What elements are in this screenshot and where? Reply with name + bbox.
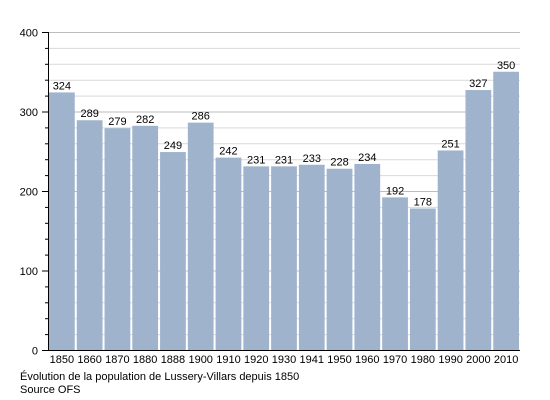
x-tick-label: 1941 bbox=[300, 354, 324, 366]
bar-1870 bbox=[104, 128, 131, 350]
bar-value-label: 327 bbox=[469, 78, 487, 90]
bar-value-label: 251 bbox=[441, 138, 459, 150]
x-tick-label: 1860 bbox=[77, 354, 101, 366]
bar-1930 bbox=[271, 166, 297, 350]
x-tick-label: 1870 bbox=[105, 354, 129, 366]
y-tick-label: 400 bbox=[20, 28, 38, 40]
y-tick-label: 300 bbox=[20, 107, 38, 119]
bar-value-label: 324 bbox=[53, 80, 71, 92]
bar-1888 bbox=[160, 152, 186, 350]
bar-value-label: 192 bbox=[386, 185, 404, 197]
x-tick-label: 1980 bbox=[411, 354, 435, 366]
x-tick-label: 1880 bbox=[133, 354, 157, 366]
bar-1941 bbox=[298, 164, 325, 350]
y-tick-label: 200 bbox=[20, 187, 38, 199]
bar-1960 bbox=[354, 163, 381, 350]
bar-value-label: 242 bbox=[219, 146, 237, 158]
x-tick-label: 1920 bbox=[244, 354, 268, 366]
bar-value-label: 279 bbox=[108, 116, 126, 128]
bar-value-label: 178 bbox=[414, 196, 432, 208]
y-tick-label: 0 bbox=[32, 346, 38, 358]
bar-value-label: 289 bbox=[80, 108, 98, 120]
bar-value-label: 282 bbox=[136, 114, 154, 126]
bar-1980 bbox=[409, 208, 436, 350]
bar-1900 bbox=[187, 122, 214, 350]
bar-1880 bbox=[132, 125, 159, 350]
bar-1920 bbox=[243, 166, 270, 350]
y-tick-label: 100 bbox=[20, 266, 38, 278]
x-tick-label: 1900 bbox=[188, 354, 212, 366]
x-tick-label: 2010 bbox=[494, 354, 518, 366]
x-tick-label: 1960 bbox=[355, 354, 379, 366]
bar-value-label: 286 bbox=[192, 111, 210, 123]
bar-1850 bbox=[49, 92, 75, 351]
x-tick-label: 1850 bbox=[50, 354, 74, 366]
bar-1910 bbox=[215, 157, 242, 350]
x-tick-label: 1930 bbox=[272, 354, 296, 366]
bar-2000 bbox=[465, 90, 492, 350]
bar-value-label: 234 bbox=[358, 152, 376, 164]
x-tick-label: 1950 bbox=[327, 354, 351, 366]
bar-1950 bbox=[326, 168, 353, 350]
bar-value-label: 231 bbox=[247, 154, 265, 166]
bar-value-label: 233 bbox=[303, 153, 321, 165]
bar-value-label: 228 bbox=[330, 157, 348, 169]
x-tick-label: 1970 bbox=[383, 354, 407, 366]
x-tick-label: 1990 bbox=[438, 354, 462, 366]
bars bbox=[49, 71, 519, 351]
x-tick-label: 1888 bbox=[161, 354, 185, 366]
x-tick-label: 1910 bbox=[216, 354, 240, 366]
chart-source: Source OFS bbox=[20, 384, 81, 396]
labels: 324 1850 289 1860 279 1870 282 1880 249 1888 286 19… bbox=[20, 28, 519, 367]
bar-1970 bbox=[382, 197, 408, 350]
bar-1860 bbox=[76, 120, 103, 351]
bar-2010 bbox=[493, 71, 519, 350]
bar-1990 bbox=[437, 150, 464, 350]
chart-caption: Évolution de la population de Lussery-Vi… bbox=[20, 371, 300, 383]
bar-value-label: 249 bbox=[164, 140, 182, 152]
bar-value-label: 350 bbox=[497, 60, 515, 72]
x-tick-label: 2000 bbox=[466, 354, 490, 366]
bar-value-label: 231 bbox=[275, 154, 293, 166]
axes bbox=[42, 32, 520, 351]
